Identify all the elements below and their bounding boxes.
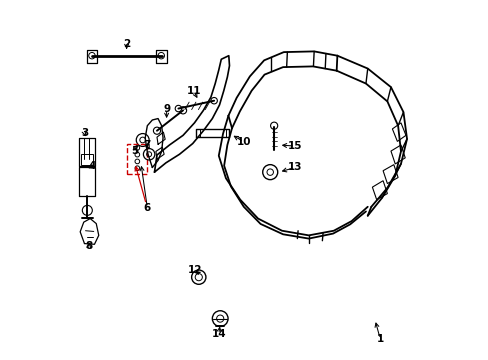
Bar — [127, 144, 147, 174]
Bar — [81, 154, 93, 165]
Text: 10: 10 — [236, 137, 250, 147]
Text: 2: 2 — [123, 39, 130, 49]
Text: 5: 5 — [131, 146, 138, 156]
Text: 13: 13 — [287, 162, 302, 172]
Circle shape — [175, 105, 181, 112]
Text: 6: 6 — [143, 203, 151, 213]
Text: 15: 15 — [287, 141, 302, 151]
Circle shape — [210, 98, 217, 104]
Text: 11: 11 — [186, 86, 201, 96]
Circle shape — [179, 107, 186, 114]
Text: 9: 9 — [163, 104, 170, 114]
Text: 12: 12 — [187, 265, 202, 275]
Text: 4: 4 — [89, 161, 96, 171]
Text: 14: 14 — [211, 329, 225, 339]
Circle shape — [153, 127, 160, 134]
Text: 7: 7 — [143, 140, 151, 150]
Text: 1: 1 — [376, 334, 383, 344]
Text: 8: 8 — [85, 241, 93, 251]
Text: 3: 3 — [81, 128, 88, 138]
